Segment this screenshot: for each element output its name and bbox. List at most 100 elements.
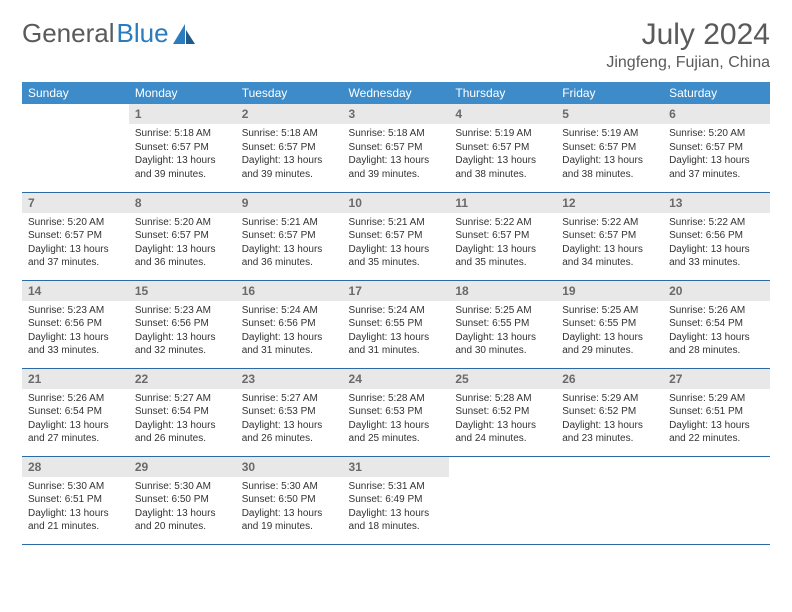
day-detail: Sunrise: 5:18 AMSunset: 6:57 PMDaylight:… (236, 124, 343, 185)
sunrise-text: Sunrise: 5:22 AM (455, 216, 550, 230)
calendar-cell: 16Sunrise: 5:24 AMSunset: 6:56 PMDayligh… (236, 280, 343, 368)
day-detail: Sunrise: 5:23 AMSunset: 6:56 PMDaylight:… (129, 301, 236, 362)
sunset-text: Sunset: 6:57 PM (242, 229, 337, 243)
sunrise-text: Sunrise: 5:26 AM (28, 392, 123, 406)
day-number: 31 (343, 457, 450, 477)
day-detail: Sunrise: 5:29 AMSunset: 6:51 PMDaylight:… (663, 389, 770, 450)
daylight-text: Daylight: 13 hours and 24 minutes. (455, 419, 550, 446)
day-header: Friday (556, 82, 663, 104)
sunrise-text: Sunrise: 5:29 AM (562, 392, 657, 406)
calendar-cell: 7Sunrise: 5:20 AMSunset: 6:57 PMDaylight… (22, 192, 129, 280)
sunset-text: Sunset: 6:56 PM (242, 317, 337, 331)
daylight-text: Daylight: 13 hours and 38 minutes. (562, 154, 657, 181)
sunrise-text: Sunrise: 5:24 AM (349, 304, 444, 318)
sunrise-text: Sunrise: 5:28 AM (455, 392, 550, 406)
sunset-text: Sunset: 6:55 PM (455, 317, 550, 331)
day-number: 16 (236, 281, 343, 301)
daylight-text: Daylight: 13 hours and 23 minutes. (562, 419, 657, 446)
sunrise-text: Sunrise: 5:25 AM (562, 304, 657, 318)
sunrise-text: Sunrise: 5:26 AM (669, 304, 764, 318)
calendar-cell: 2Sunrise: 5:18 AMSunset: 6:57 PMDaylight… (236, 104, 343, 192)
calendar-cell: 10Sunrise: 5:21 AMSunset: 6:57 PMDayligh… (343, 192, 450, 280)
calendar-cell: 18Sunrise: 5:25 AMSunset: 6:55 PMDayligh… (449, 280, 556, 368)
calendar-week-row: 1Sunrise: 5:18 AMSunset: 6:57 PMDaylight… (22, 104, 770, 192)
calendar-cell (663, 456, 770, 544)
calendar-cell: 29Sunrise: 5:30 AMSunset: 6:50 PMDayligh… (129, 456, 236, 544)
calendar-cell (449, 456, 556, 544)
day-header: Wednesday (343, 82, 450, 104)
sunset-text: Sunset: 6:50 PM (242, 493, 337, 507)
day-detail: Sunrise: 5:22 AMSunset: 6:57 PMDaylight:… (449, 213, 556, 274)
day-number: 7 (22, 193, 129, 213)
page-header: GeneralBlue July 2024 Jingfeng, Fujian, … (22, 18, 770, 72)
day-number: 29 (129, 457, 236, 477)
day-detail: Sunrise: 5:27 AMSunset: 6:53 PMDaylight:… (236, 389, 343, 450)
daylight-text: Daylight: 13 hours and 37 minutes. (669, 154, 764, 181)
day-detail: Sunrise: 5:19 AMSunset: 6:57 PMDaylight:… (556, 124, 663, 185)
day-detail: Sunrise: 5:27 AMSunset: 6:54 PMDaylight:… (129, 389, 236, 450)
day-number: 15 (129, 281, 236, 301)
day-number: 22 (129, 369, 236, 389)
sunrise-text: Sunrise: 5:18 AM (135, 127, 230, 141)
calendar-cell: 23Sunrise: 5:27 AMSunset: 6:53 PMDayligh… (236, 368, 343, 456)
sunset-text: Sunset: 6:57 PM (28, 229, 123, 243)
daylight-text: Daylight: 13 hours and 28 minutes. (669, 331, 764, 358)
calendar-cell: 9Sunrise: 5:21 AMSunset: 6:57 PMDaylight… (236, 192, 343, 280)
sunrise-text: Sunrise: 5:23 AM (135, 304, 230, 318)
sunset-text: Sunset: 6:57 PM (135, 141, 230, 155)
daylight-text: Daylight: 13 hours and 21 minutes. (28, 507, 123, 534)
daylight-text: Daylight: 13 hours and 33 minutes. (669, 243, 764, 270)
day-number: 9 (236, 193, 343, 213)
sunset-text: Sunset: 6:51 PM (669, 405, 764, 419)
day-detail: Sunrise: 5:29 AMSunset: 6:52 PMDaylight:… (556, 389, 663, 450)
sunrise-text: Sunrise: 5:30 AM (28, 480, 123, 494)
calendar-table: Sunday Monday Tuesday Wednesday Thursday… (22, 82, 770, 545)
day-detail: Sunrise: 5:30 AMSunset: 6:51 PMDaylight:… (22, 477, 129, 538)
calendar-cell: 3Sunrise: 5:18 AMSunset: 6:57 PMDaylight… (343, 104, 450, 192)
day-detail: Sunrise: 5:22 AMSunset: 6:57 PMDaylight:… (556, 213, 663, 274)
day-detail: Sunrise: 5:25 AMSunset: 6:55 PMDaylight:… (449, 301, 556, 362)
sunrise-text: Sunrise: 5:29 AM (669, 392, 764, 406)
calendar-cell: 5Sunrise: 5:19 AMSunset: 6:57 PMDaylight… (556, 104, 663, 192)
calendar-cell: 14Sunrise: 5:23 AMSunset: 6:56 PMDayligh… (22, 280, 129, 368)
sunset-text: Sunset: 6:57 PM (669, 141, 764, 155)
day-detail: Sunrise: 5:18 AMSunset: 6:57 PMDaylight:… (343, 124, 450, 185)
calendar-cell: 31Sunrise: 5:31 AMSunset: 6:49 PMDayligh… (343, 456, 450, 544)
daylight-text: Daylight: 13 hours and 36 minutes. (242, 243, 337, 270)
day-number: 18 (449, 281, 556, 301)
day-detail: Sunrise: 5:22 AMSunset: 6:56 PMDaylight:… (663, 213, 770, 274)
day-header: Sunday (22, 82, 129, 104)
day-number: 26 (556, 369, 663, 389)
calendar-cell: 4Sunrise: 5:19 AMSunset: 6:57 PMDaylight… (449, 104, 556, 192)
calendar-week-row: 14Sunrise: 5:23 AMSunset: 6:56 PMDayligh… (22, 280, 770, 368)
calendar-cell: 12Sunrise: 5:22 AMSunset: 6:57 PMDayligh… (556, 192, 663, 280)
sunrise-text: Sunrise: 5:18 AM (349, 127, 444, 141)
calendar-cell: 15Sunrise: 5:23 AMSunset: 6:56 PMDayligh… (129, 280, 236, 368)
sunset-text: Sunset: 6:54 PM (135, 405, 230, 419)
sunrise-text: Sunrise: 5:21 AM (349, 216, 444, 230)
calendar-cell: 19Sunrise: 5:25 AMSunset: 6:55 PMDayligh… (556, 280, 663, 368)
sunset-text: Sunset: 6:57 PM (455, 141, 550, 155)
day-number: 20 (663, 281, 770, 301)
daylight-text: Daylight: 13 hours and 36 minutes. (135, 243, 230, 270)
calendar-cell: 28Sunrise: 5:30 AMSunset: 6:51 PMDayligh… (22, 456, 129, 544)
sunset-text: Sunset: 6:57 PM (562, 229, 657, 243)
day-number: 30 (236, 457, 343, 477)
daylight-text: Daylight: 13 hours and 39 minutes. (135, 154, 230, 181)
day-number: 6 (663, 104, 770, 124)
logo-text-a: General (22, 18, 115, 49)
day-number: 11 (449, 193, 556, 213)
day-detail: Sunrise: 5:20 AMSunset: 6:57 PMDaylight:… (22, 213, 129, 274)
daylight-text: Daylight: 13 hours and 35 minutes. (349, 243, 444, 270)
sunset-text: Sunset: 6:50 PM (135, 493, 230, 507)
daylight-text: Daylight: 13 hours and 26 minutes. (135, 419, 230, 446)
day-number: 19 (556, 281, 663, 301)
sunrise-text: Sunrise: 5:31 AM (349, 480, 444, 494)
day-header: Tuesday (236, 82, 343, 104)
sunset-text: Sunset: 6:49 PM (349, 493, 444, 507)
sunrise-text: Sunrise: 5:30 AM (242, 480, 337, 494)
day-detail: Sunrise: 5:25 AMSunset: 6:55 PMDaylight:… (556, 301, 663, 362)
sunrise-text: Sunrise: 5:23 AM (28, 304, 123, 318)
day-number: 13 (663, 193, 770, 213)
sunset-text: Sunset: 6:57 PM (562, 141, 657, 155)
